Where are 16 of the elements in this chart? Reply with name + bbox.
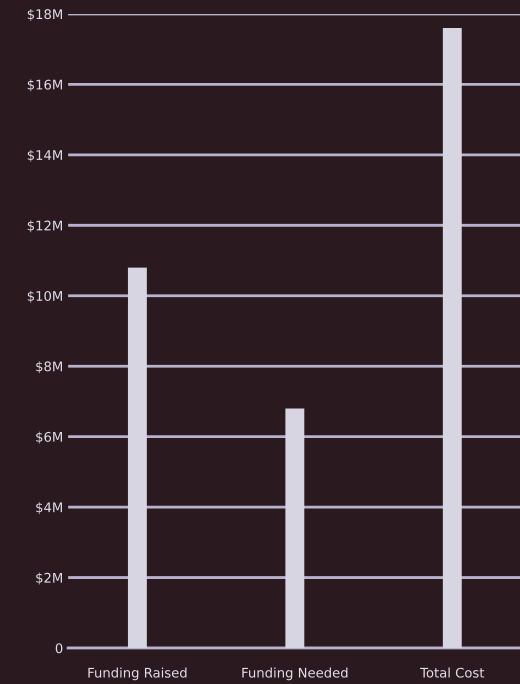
y-tick-label: 0 — [56, 643, 62, 654]
y-tick-label: $14M — [28, 150, 62, 162]
bar — [442, 28, 462, 648]
x-tick-label: Funding Raised — [88, 667, 186, 680]
y-tick-label: $2M — [36, 572, 62, 585]
y-tick-label: $4M — [36, 502, 62, 514]
y-tick-label: $16M — [28, 79, 62, 92]
y-tick-label: $12M — [28, 220, 62, 232]
x-tick-label: Total Cost — [420, 667, 484, 678]
y-tick-label: $10M — [28, 290, 62, 303]
y-tick-label: $18M — [28, 8, 62, 21]
y-tick-label: $6M — [36, 432, 62, 444]
bar — [128, 268, 147, 648]
y-tick-label: $8M — [36, 361, 62, 374]
bar — [285, 408, 304, 648]
x-tick-label: Funding Needed — [242, 667, 348, 680]
